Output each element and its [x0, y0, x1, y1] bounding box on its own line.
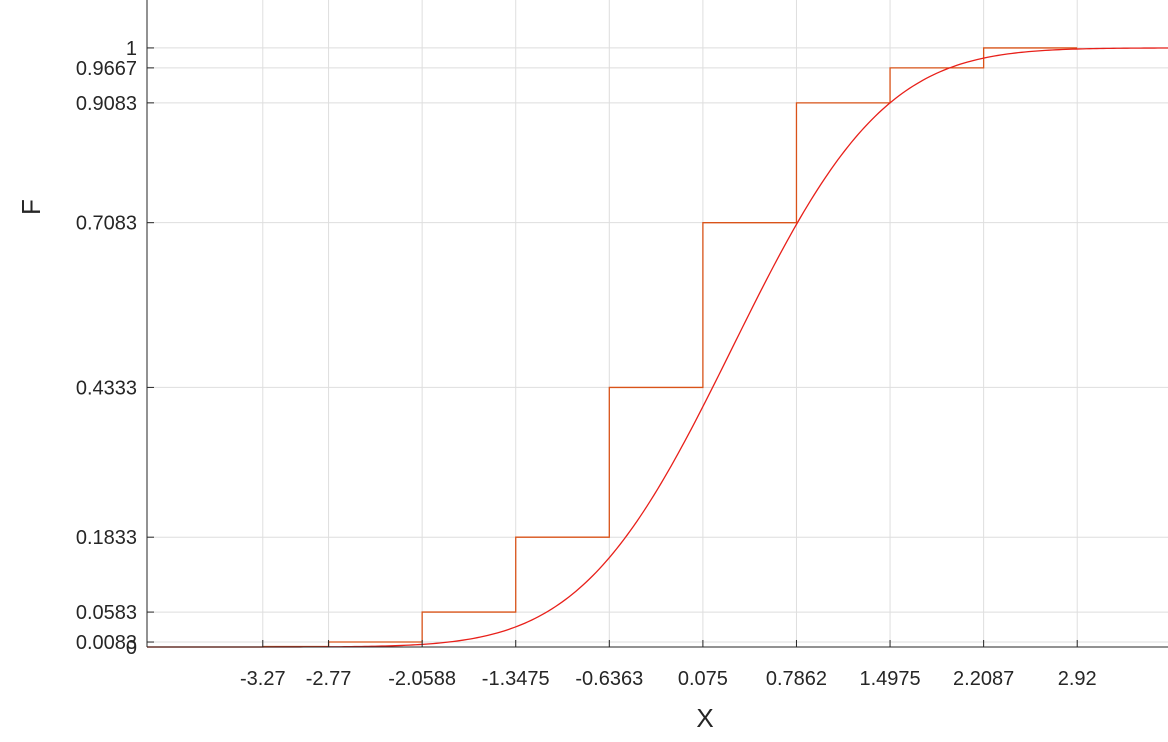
y-tick-label: 0.4333	[76, 377, 137, 399]
x-tick-label: 2.92	[1058, 668, 1097, 690]
x-tick-label: -3.27	[240, 668, 286, 690]
y-axis-label: F	[16, 199, 46, 215]
grid	[147, 0, 1168, 648]
y-tick-label: 0	[126, 637, 137, 659]
x-tick-label: 1.4975	[859, 668, 920, 690]
y-tick-label: 0.1833	[76, 527, 137, 549]
x-axis-label: X	[696, 703, 713, 733]
x-tick-label: -2.0588	[388, 668, 456, 690]
x-tick-label: -2.77	[306, 668, 352, 690]
x-tick-label: 0.7862	[766, 668, 827, 690]
y-tick-label: 0.7083	[76, 213, 137, 235]
y-tick-label: 0.9667	[76, 58, 137, 80]
y-tick-label: 1	[126, 38, 137, 60]
axes	[146, 0, 1168, 648]
y-tick-label: 0.9083	[76, 93, 137, 115]
x-tick-label: -1.3475	[482, 668, 550, 690]
normal-cdf-curve	[147, 47, 1168, 648]
x-tick-label: 2.2087	[953, 668, 1014, 690]
tick-labels: -3.27 -2.77 -2.0588 -1.3475 -0.6363 0.075 0.78…	[76, 38, 1097, 690]
ecdf-stairs-line	[147, 47, 1078, 648]
x-tick-label: 0.075	[678, 668, 728, 690]
x-tick-label: -0.6363	[575, 668, 643, 690]
plot-series	[147, 47, 1168, 648]
y-tick-label: 0.0583	[76, 602, 137, 624]
y-tick-label: 0.0083	[76, 632, 137, 654]
